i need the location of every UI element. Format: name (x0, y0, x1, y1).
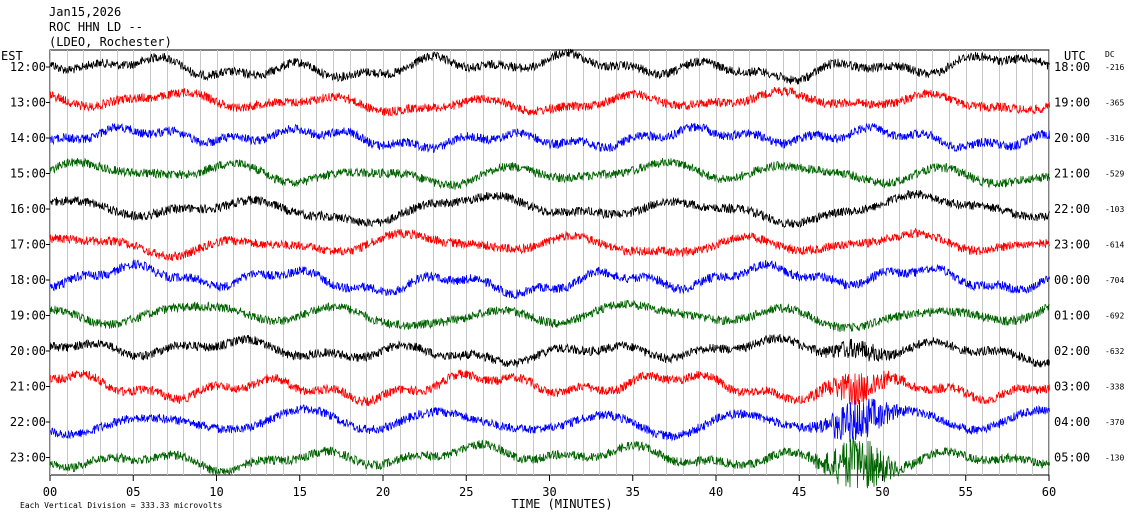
est-hour-label: 22:00 (10, 415, 46, 429)
trace-line (49, 333, 1050, 368)
utc-labels: 18:00 19:00 20:00 21:00 22:00 23:00 00:00 01:00… (1054, 60, 1090, 465)
x-tick-label: 25 (459, 485, 473, 499)
trace-line (49, 157, 1050, 190)
est-hour-label: 20:00 (10, 344, 46, 358)
trace-line (49, 122, 1050, 153)
est-hour-label: 15:00 (10, 167, 46, 181)
dc-offset-label: -316 (1105, 134, 1124, 143)
x-tick-label: 05 (126, 485, 140, 499)
x-tick-label: 55 (959, 485, 973, 499)
dc-offset-label: -365 (1105, 99, 1124, 108)
gridlines (50, 50, 1050, 475)
est-hour-label: 18:00 (10, 273, 46, 287)
x-tick-label: 35 (626, 485, 640, 499)
utc-hour-label: 19:00 (1054, 96, 1090, 110)
dc-offset-label: -614 (1105, 241, 1124, 250)
header-station: ROC HHN LD -- (49, 20, 143, 34)
x-tick-label: 10 (209, 485, 223, 499)
utc-hour-label: 02:00 (1054, 344, 1090, 358)
x-tick-label: 60 (1042, 485, 1056, 499)
est-hour-label: 17:00 (10, 238, 46, 252)
x-tick-label: 30 (542, 485, 556, 499)
est-hour-label: 14:00 (10, 131, 46, 145)
header-network: (LDEO, Rochester) (49, 35, 172, 49)
trace-line (49, 227, 1050, 262)
dc-offset-label: -704 (1105, 276, 1124, 285)
utc-hour-label: 18:00 (1054, 60, 1090, 74)
est-hour-label: 19:00 (10, 309, 46, 323)
dc-offset-label: -632 (1105, 347, 1124, 356)
dc-offset-label: -370 (1105, 418, 1124, 427)
trace-line (49, 190, 1050, 228)
utc-axis-label: UTC (1064, 49, 1086, 63)
est-hour-label: 21:00 (10, 380, 46, 394)
est-axis-label: EST (1, 49, 23, 63)
utc-hour-label: 05:00 (1054, 451, 1090, 465)
x-tick-label: 15 (293, 485, 307, 499)
x-tick-labels: 00 05 10 15 20 25 30 35 40 45 50 55 60 (43, 475, 1056, 499)
dc-offset-label: -338 (1105, 383, 1124, 392)
utc-hour-label: 23:00 (1054, 238, 1090, 252)
est-labels: 12:00 13:00 14:00 15:00 16:00 17:00 18:00 19:00… (10, 60, 50, 465)
trace-line (50, 368, 1050, 407)
trace-line (49, 398, 1050, 443)
trace-line (49, 48, 1050, 85)
est-hour-label: 16:00 (10, 202, 46, 216)
x-tick-label: 20 (376, 485, 390, 499)
x-tick-label: 40 (709, 485, 723, 499)
scale-footnote: Each Vertical Division = 333.33 microvol… (20, 501, 222, 510)
utc-hour-label: 04:00 (1054, 415, 1090, 429)
dc-offset-label: -216 (1105, 63, 1124, 72)
x-tick-label: 00 (43, 485, 57, 499)
est-hour-label: 13:00 (10, 96, 46, 110)
trace-line (49, 86, 1050, 117)
utc-hour-label: 03:00 (1054, 380, 1090, 394)
est-hour-label: 23:00 (10, 451, 46, 465)
dc-labels: -216 -365 -316 -529 -103 -614 -704 -692 -632 -338… (1105, 63, 1124, 463)
dc-offset-label: -130 (1105, 454, 1124, 463)
trace-line (49, 299, 1050, 333)
utc-hour-label: 20:00 (1054, 131, 1090, 145)
utc-hour-label: 22:00 (1054, 202, 1090, 216)
utc-hour-label: 00:00 (1054, 273, 1090, 287)
est-hour-label: 12:00 (10, 60, 46, 74)
x-tick-label: 50 (875, 485, 889, 499)
header-date: Jan15,2026 (49, 5, 121, 19)
x-tick-label: 45 (792, 485, 806, 499)
utc-hour-label: 21:00 (1054, 167, 1090, 181)
dc-header-label: DC (1105, 50, 1115, 59)
trace-line (49, 259, 1050, 300)
traces-group (49, 48, 1050, 489)
utc-hour-label: 01:00 (1054, 309, 1090, 323)
x-axis-label: TIME (MINUTES) (511, 497, 612, 511)
dc-offset-label: -529 (1105, 170, 1124, 179)
dc-offset-label: -103 (1105, 205, 1124, 214)
dc-offset-label: -692 (1105, 312, 1124, 321)
